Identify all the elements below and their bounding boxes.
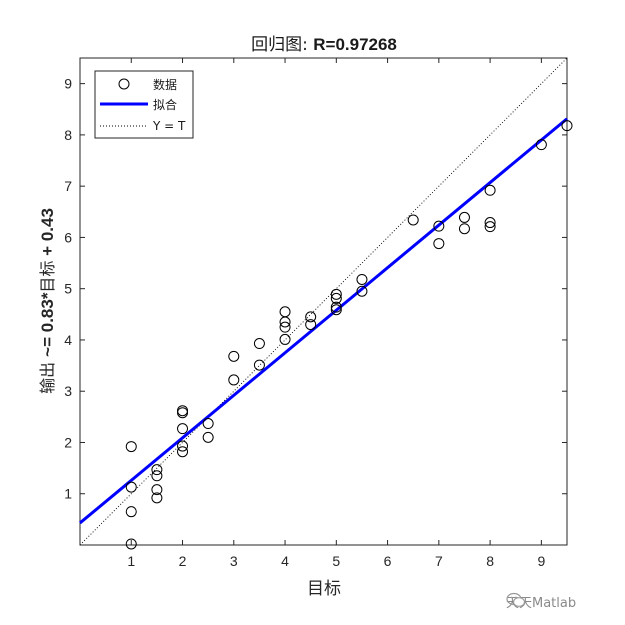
data-point <box>253 359 265 371</box>
y-tick-label: 6 <box>64 229 72 245</box>
x-axis-label: 目标 <box>307 579 341 599</box>
data-point <box>177 423 189 435</box>
data-point <box>356 285 368 297</box>
legend-label-data: 数据 <box>153 77 177 92</box>
legend-marker-circle <box>118 78 130 90</box>
data-point <box>253 338 265 350</box>
y-axis-label: 输出 ~= 0.83*目标 + 0.43 <box>38 208 57 394</box>
y-axis-label-mid: 目标 <box>38 261 57 293</box>
data-point <box>279 321 291 333</box>
data-point <box>228 350 240 362</box>
y-tick-label: 8 <box>64 127 72 143</box>
data-point <box>151 470 163 482</box>
y-axis-label-suffix: + 0.43 <box>38 208 57 260</box>
chart-lines <box>79 57 568 546</box>
data-point <box>356 273 368 285</box>
data-point <box>125 538 137 550</box>
data-point <box>202 431 214 443</box>
x-tick-label: 3 <box>230 553 238 569</box>
data-point <box>279 333 291 345</box>
y-tick-label: 3 <box>64 383 72 399</box>
data-point <box>330 288 342 300</box>
data-point <box>330 301 342 313</box>
wechat-icon <box>506 592 526 607</box>
identity-line <box>79 57 568 546</box>
data-point <box>228 374 240 386</box>
axis-ticks: 1 2 3 4 5 6 7 8 9 1 2 3 4 5 6 7 8 9 <box>64 58 567 569</box>
data-point <box>407 214 419 226</box>
data-point <box>484 221 496 233</box>
y-tick-label: 1 <box>64 486 72 502</box>
x-tick-label: 5 <box>332 553 340 569</box>
data-point <box>177 440 189 452</box>
data-point <box>151 484 163 496</box>
y-tick-label: 9 <box>64 76 72 92</box>
chart-title-value: R=0.97268 <box>313 35 397 54</box>
y-tick-label: 4 <box>64 332 72 348</box>
x-tick-label: 7 <box>435 553 443 569</box>
data-point <box>484 184 496 196</box>
data-point <box>535 139 547 151</box>
x-tick-label: 6 <box>384 553 392 569</box>
y-tick-label: 2 <box>64 434 72 450</box>
x-tick-label: 1 <box>127 553 135 569</box>
data-point <box>305 319 317 331</box>
data-point <box>561 120 573 132</box>
data-point <box>151 492 163 504</box>
data-point <box>433 220 445 232</box>
y-tick-label: 7 <box>64 178 72 194</box>
data-point <box>151 464 163 476</box>
x-tick-label: 2 <box>179 553 187 569</box>
chart-title: 回归图: R=0.97268 <box>251 35 397 55</box>
data-point <box>202 418 214 430</box>
data-point <box>330 304 342 316</box>
watermark: 天天Matlab <box>506 592 576 611</box>
fit-line <box>79 117 568 525</box>
data-point <box>125 481 137 493</box>
data-point <box>279 316 291 328</box>
x-tick-label: 9 <box>537 553 545 569</box>
data-point <box>177 446 189 458</box>
data-point <box>458 211 470 223</box>
legend-label-identity: Y = T <box>152 119 186 133</box>
legend: 数据 拟合 Y = T <box>94 70 194 139</box>
data-point <box>305 311 317 323</box>
data-point <box>125 441 137 453</box>
data-point <box>484 217 496 229</box>
data-point <box>177 407 189 419</box>
legend-label-fit: 拟合 <box>153 97 177 112</box>
data-points <box>125 120 573 550</box>
chart-title-prefix: 回归图: <box>251 35 313 55</box>
data-point <box>125 506 137 518</box>
y-tick-label: 5 <box>64 281 72 297</box>
data-point <box>433 238 445 250</box>
data-point <box>458 223 470 235</box>
y-axis-label-formula: ~= 0.83* <box>38 292 57 357</box>
y-axis-label-prefix: 输出 <box>38 357 57 394</box>
x-tick-label: 8 <box>486 553 494 569</box>
data-point <box>330 292 342 304</box>
x-tick-label: 4 <box>281 553 289 569</box>
